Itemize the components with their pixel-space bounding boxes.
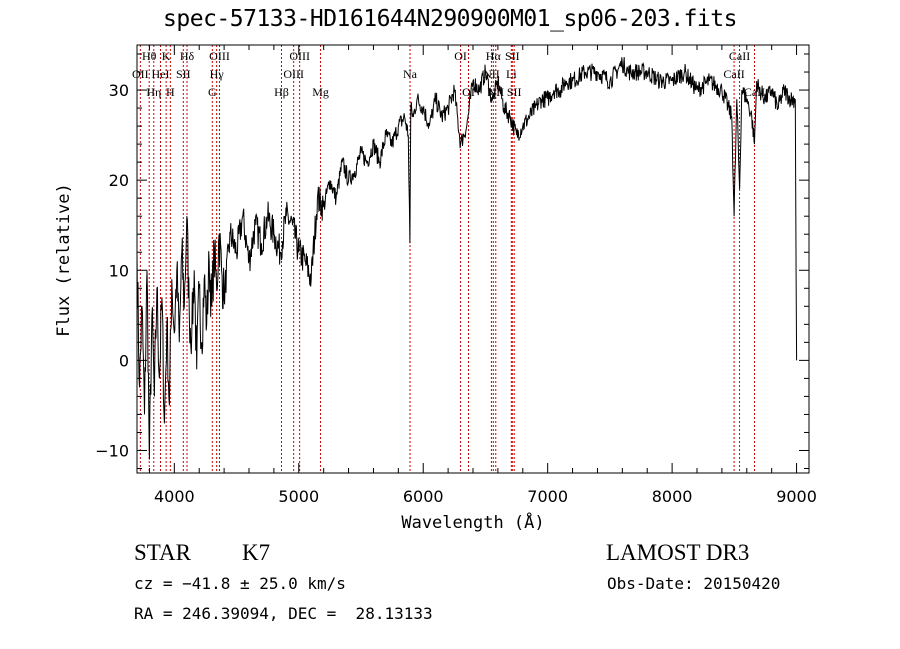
line-label: OIII xyxy=(289,49,310,63)
line-label: H xyxy=(166,85,175,99)
y-tick-label: 0 xyxy=(119,351,129,370)
line-label: Hδ xyxy=(180,49,195,63)
line-label: SII xyxy=(505,49,520,63)
object-class: STAR xyxy=(134,540,191,565)
line-label: Mg xyxy=(312,85,329,99)
survey-name: LAMOST DR3 xyxy=(606,540,750,565)
line-marker-group xyxy=(139,45,755,473)
line-label: OII xyxy=(132,67,149,81)
line-label: Hθ xyxy=(142,49,157,63)
plot-frame xyxy=(136,44,810,474)
x-axis-label: Wavelength (Å) xyxy=(401,511,544,533)
line-label: CaII xyxy=(744,85,765,99)
spectrum-line xyxy=(136,57,798,460)
line-label: SII xyxy=(507,85,522,99)
observation-date: Obs-Date: 20150420 xyxy=(607,574,781,593)
y-axis-label: Flux (relative) xyxy=(54,183,74,337)
line-label: NII xyxy=(487,85,504,99)
line-label: Li xyxy=(506,67,517,81)
x-tick-label: 4000 xyxy=(154,487,195,506)
x-tick-label: 5000 xyxy=(278,487,319,506)
coordinates: RA = 246.39094, DEC = 28.13133 xyxy=(134,604,433,623)
y-tick-label: 20 xyxy=(109,171,129,190)
line-label: Hγ xyxy=(210,67,225,81)
line-label: CaII xyxy=(729,49,750,63)
line-label: Na xyxy=(403,67,418,81)
line-label: OIII xyxy=(209,49,230,63)
x-tick-label: 6000 xyxy=(403,487,444,506)
line-label: K xyxy=(162,49,171,63)
x-tick-label: 7000 xyxy=(527,487,568,506)
redshift-velocity: cz = −41.8 ± 25.0 km/s xyxy=(134,574,346,593)
y-tick-label: 30 xyxy=(109,81,129,100)
axis-ticks: 4000 5000 6000 7000 8000 9000 −10 0 10 20 30 xyxy=(95,45,817,506)
line-label: G xyxy=(208,85,217,99)
line-label: OI xyxy=(462,85,475,99)
chart-title: spec-57133-HD161644N290900M01_sp06-203.f… xyxy=(163,6,737,32)
line-label: OIII xyxy=(283,67,304,81)
y-tick-label: 10 xyxy=(109,261,129,280)
line-label-group: OIIHθHηHeIKHSIIHδGHγOIIIHβOIIIOIIIMgNaOI… xyxy=(132,49,765,99)
x-tick-label: 8000 xyxy=(652,487,693,506)
line-label: CaII xyxy=(723,67,744,81)
line-label: OI xyxy=(454,49,467,63)
line-label: Hβ xyxy=(274,85,289,99)
y-tick-label: −10 xyxy=(95,441,129,460)
line-label: NII xyxy=(483,67,500,81)
line-label: Hη xyxy=(146,85,161,99)
x-tick-label: 9000 xyxy=(776,487,817,506)
spectral-subclass: K7 xyxy=(242,540,271,565)
line-label: HeI xyxy=(152,67,170,81)
line-label: SII xyxy=(176,67,191,81)
line-label: Hα xyxy=(486,49,502,63)
